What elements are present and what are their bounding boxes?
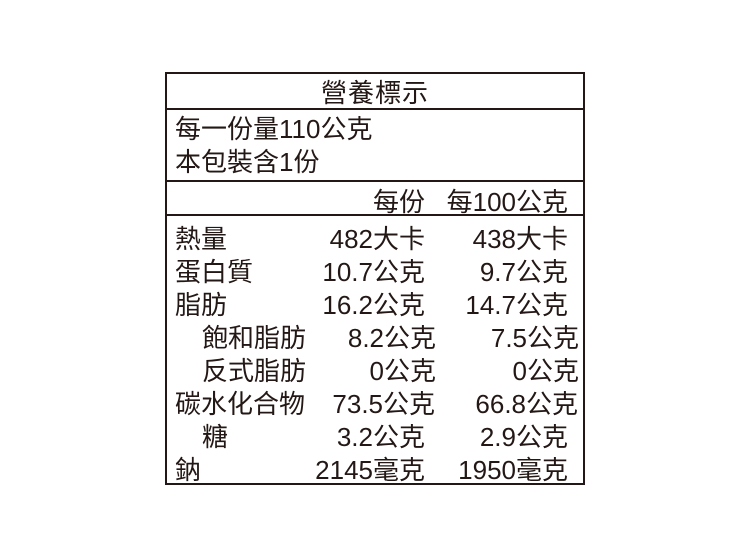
servings-per-package-text: 本包裝含1份 xyxy=(175,147,320,177)
nutrient-value-per-100g: 7.5公克 xyxy=(490,323,580,353)
column-header-per-100g: 每100公克 xyxy=(446,187,568,217)
nutrient-value-per-100g: 66.8公克 xyxy=(475,389,579,419)
nutrient-value-per-serving: 8.2公克 xyxy=(347,323,437,353)
nutrient-rows-section: 熱量 482大卡 438大卡蛋白質 10.7公克 9.7公克脂肪 16.2公克 14.7公克… xyxy=(167,216,583,485)
nutrient-value-per-serving: 3.2公克 xyxy=(336,422,425,452)
table-row: 熱量 482大卡 438大卡 xyxy=(167,219,583,254)
nutrient-value-per-serving: 16.2公克 xyxy=(322,290,425,320)
nutrition-label-title: 營養標示 xyxy=(167,74,583,110)
table-row: 碳水化合物 73.5公克 66.8公克 xyxy=(167,384,583,419)
table-row: 糖 3.2公克 2.9公克 xyxy=(167,417,583,452)
nutrient-name: 熱量 xyxy=(175,224,228,254)
nutrient-value-per-serving: 2145毫克 xyxy=(315,455,425,485)
column-header-per-serving: 每份 xyxy=(372,187,425,217)
nutrient-value-per-100g: 9.7公克 xyxy=(479,257,568,287)
nutrient-value-per-100g: 14.7公克 xyxy=(465,290,568,320)
serving-size-text: 每一份量110公克 xyxy=(175,114,373,144)
table-row: 脂肪 16.2公克 14.7公克 xyxy=(167,285,583,320)
nutrient-value-per-100g: 0公克 xyxy=(512,356,580,386)
nutrition-label-table: 營養標示 每一份量110公克 本包裝含1份 每份 每100公克 熱量 482大卡 4… xyxy=(165,72,585,485)
serving-info-section: 每一份量110公克 本包裝含1份 xyxy=(167,110,583,182)
nutrient-name: 碳水化合物 xyxy=(175,389,306,419)
nutrient-value-per-100g: 2.9公克 xyxy=(479,422,568,452)
nutrient-value-per-serving: 10.7公克 xyxy=(322,257,425,287)
table-row: 反式脂肪 0公克 0公克 xyxy=(167,351,583,386)
nutrient-value-per-100g: 438大卡 xyxy=(472,224,568,254)
nutrient-name: 脂肪 xyxy=(175,290,228,320)
nutrient-name: 鈉 xyxy=(175,455,202,485)
nutrient-name: 糖 xyxy=(202,422,229,452)
nutrient-name: 蛋白質 xyxy=(175,257,254,287)
nutrient-value-per-serving: 482大卡 xyxy=(329,224,425,254)
nutrient-value-per-serving: 0公克 xyxy=(369,356,437,386)
table-row: 蛋白質 10.7公克 9.7公克 xyxy=(167,252,583,287)
nutrient-name: 飽和脂肪 xyxy=(202,323,307,353)
table-row: 鈉 2145毫克 1950毫克 xyxy=(167,450,583,485)
nutrient-value-per-100g: 1950毫克 xyxy=(458,455,568,485)
column-header-row: 每份 每100公克 xyxy=(167,182,583,217)
nutrient-value-per-serving: 73.5公克 xyxy=(332,389,436,419)
nutrient-name: 反式脂肪 xyxy=(202,356,307,386)
table-row: 飽和脂肪 8.2公克 7.5公克 xyxy=(167,318,583,353)
